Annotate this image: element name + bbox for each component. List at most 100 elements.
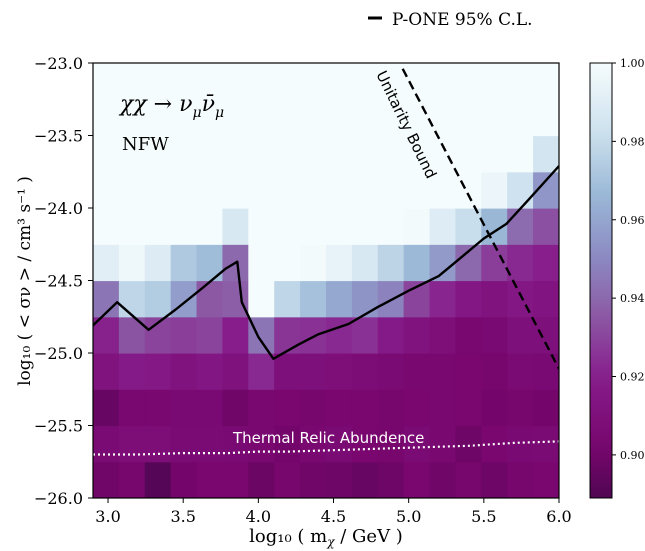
y-tick-label: −23.5 (34, 127, 83, 146)
heatmap-cell (222, 63, 249, 100)
heatmap-cell (429, 99, 456, 137)
heatmap-cell (274, 99, 301, 137)
x-tick-label: 6.0 (546, 507, 571, 526)
heatmap-cell (248, 280, 275, 318)
heatmap-cell (377, 135, 405, 173)
heatmap-cell (222, 135, 249, 173)
heatmap-cell (429, 63, 456, 100)
heatmap-cell (455, 461, 482, 498)
heatmap-cell (274, 389, 301, 427)
heatmap-cell (481, 461, 508, 498)
y-tick-label: −26.0 (34, 489, 83, 508)
heatmap-cell (325, 63, 353, 100)
heatmap-cell (481, 389, 508, 427)
heatmap-cell (429, 135, 456, 173)
heatmap-cell (118, 280, 146, 318)
heatmap-cell (507, 244, 534, 282)
heatmap-cell (274, 208, 301, 245)
legend-label: P-ONE 95% C.L. (392, 10, 533, 30)
colorbar-tick-label: 0.92 (620, 371, 645, 384)
heatmap-cell (351, 280, 379, 318)
heatmap-cell (274, 280, 301, 318)
heatmap-cell (507, 461, 534, 498)
heatmap-cell (118, 425, 146, 463)
heatmap-cell (455, 135, 482, 173)
x-axis-title-main: log₁₀ ( m (249, 526, 327, 547)
heatmap-cell (196, 208, 224, 245)
colorbar-tick-label: 0.96 (620, 214, 645, 227)
heatmap-cell (222, 425, 249, 463)
heatmap-cell (196, 99, 224, 137)
y-axis: −26.0 −25.5 −25.0 −24.5 −24.0 −23.5 −23.0 (34, 54, 93, 508)
colorbar (590, 63, 612, 498)
heatmap-cell (325, 99, 353, 137)
series-lines (93, 68, 559, 456)
heatmap-cell (170, 135, 198, 173)
heatmap-cell (481, 171, 508, 209)
heatmap-cell (325, 208, 353, 245)
heatmap-cell (248, 461, 275, 498)
heatmap-cell (377, 63, 405, 100)
heatmap-cell (274, 171, 301, 209)
heatmap-cell (481, 316, 508, 354)
heatmap-cell (481, 353, 508, 390)
heatmap-cell (351, 244, 379, 282)
heatmap-cell (429, 389, 456, 427)
heatmap-cell (351, 461, 379, 498)
heatmap-cell (351, 171, 379, 209)
heatmap-cell (455, 208, 482, 245)
heatmap-cell (118, 389, 146, 427)
heatmap-cell (455, 63, 482, 100)
heatmap-cell (170, 99, 198, 137)
heatmap-cell (274, 135, 301, 173)
heatmap-cell (377, 461, 405, 498)
heatmap-cell (274, 63, 301, 100)
y-tick-label: −25.0 (34, 344, 83, 363)
heatmap-cell (300, 135, 327, 173)
series-line-p-one-95-c-l (93, 165, 559, 360)
heatmap-cell (429, 316, 456, 354)
heatmap-cell (170, 280, 198, 318)
heatmap-cell (196, 425, 224, 463)
heatmap-cell (196, 316, 224, 354)
heatmap-cell (377, 353, 405, 390)
heatmap-cell (351, 135, 379, 173)
heatmap-cell (118, 171, 146, 209)
heatmap-cell (170, 461, 198, 498)
heatmap-cell (118, 353, 146, 390)
heatmap-cell (93, 389, 120, 427)
heatmap-cell (93, 135, 120, 173)
legend: P-ONE 95% C.L. (368, 10, 533, 30)
heatmap-cell (144, 171, 172, 209)
heatmap-cell (144, 461, 172, 498)
heatmap-cell (93, 99, 120, 137)
heatmap-cell (274, 244, 301, 282)
heatmap-cell (118, 244, 146, 282)
heatmap-cell (222, 208, 249, 245)
heatmap-cell (351, 389, 379, 427)
heatmap-cell (351, 99, 379, 137)
heatmap-cell (144, 244, 172, 282)
process-text: χχ → ν (118, 92, 192, 117)
y-axis-title: log₁₀ ( < σν > / cm³ s⁻¹ ) (15, 176, 35, 386)
heatmap-cell (300, 244, 327, 282)
thermal-relic-label: Thermal Relic Abundence (232, 429, 424, 447)
heatmap-cell (429, 461, 456, 498)
heatmap-cell (403, 135, 431, 173)
heatmap-cell (351, 63, 379, 100)
heatmap-cell (455, 353, 482, 390)
colorbar-tick-label: 0.98 (620, 135, 645, 148)
heatmap-cell (403, 171, 431, 209)
heatmap-cell (248, 425, 275, 463)
heatmap-cell (274, 316, 301, 354)
heatmap-cell (222, 389, 249, 427)
heatmap-cell (351, 316, 379, 354)
heatmap-cell (455, 280, 482, 318)
heatmap-cell (455, 99, 482, 137)
heatmap-cell (533, 135, 559, 173)
x-axis-title: log₁₀ ( mχ / GeV ) (249, 526, 403, 549)
heatmap-cell (93, 171, 120, 209)
heatmap-cell (196, 280, 224, 318)
heatmap-cell (300, 208, 327, 245)
